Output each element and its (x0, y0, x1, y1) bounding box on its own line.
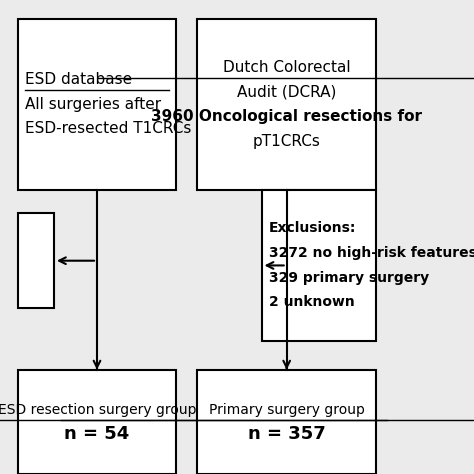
Text: pT1CRCs: pT1CRCs (253, 134, 320, 149)
FancyBboxPatch shape (197, 19, 376, 190)
FancyBboxPatch shape (197, 370, 376, 474)
Text: Exclusions:: Exclusions: (269, 221, 356, 236)
Text: ESD-resected T1CRCs: ESD-resected T1CRCs (26, 121, 192, 137)
Text: ESD resection surgery group: ESD resection surgery group (0, 402, 196, 417)
Text: 3272 no high-risk features: 3272 no high-risk features (269, 246, 474, 260)
FancyBboxPatch shape (18, 213, 54, 308)
Text: 3960 Oncological resections for: 3960 Oncological resections for (151, 109, 422, 124)
Text: All surgeries after: All surgeries after (26, 97, 162, 112)
FancyBboxPatch shape (18, 19, 176, 190)
Text: n = 357: n = 357 (248, 425, 326, 443)
Text: 2 unknown: 2 unknown (269, 295, 355, 310)
Text: Dutch Colorectal: Dutch Colorectal (223, 60, 350, 75)
Text: 329 primary surgery: 329 primary surgery (269, 271, 429, 285)
Text: Audit (DCRA): Audit (DCRA) (237, 84, 337, 100)
Text: n = 54: n = 54 (64, 425, 129, 443)
FancyBboxPatch shape (18, 370, 176, 474)
Text: ESD database: ESD database (26, 72, 133, 87)
FancyBboxPatch shape (262, 190, 376, 341)
Text: Primary surgery group: Primary surgery group (209, 402, 365, 417)
